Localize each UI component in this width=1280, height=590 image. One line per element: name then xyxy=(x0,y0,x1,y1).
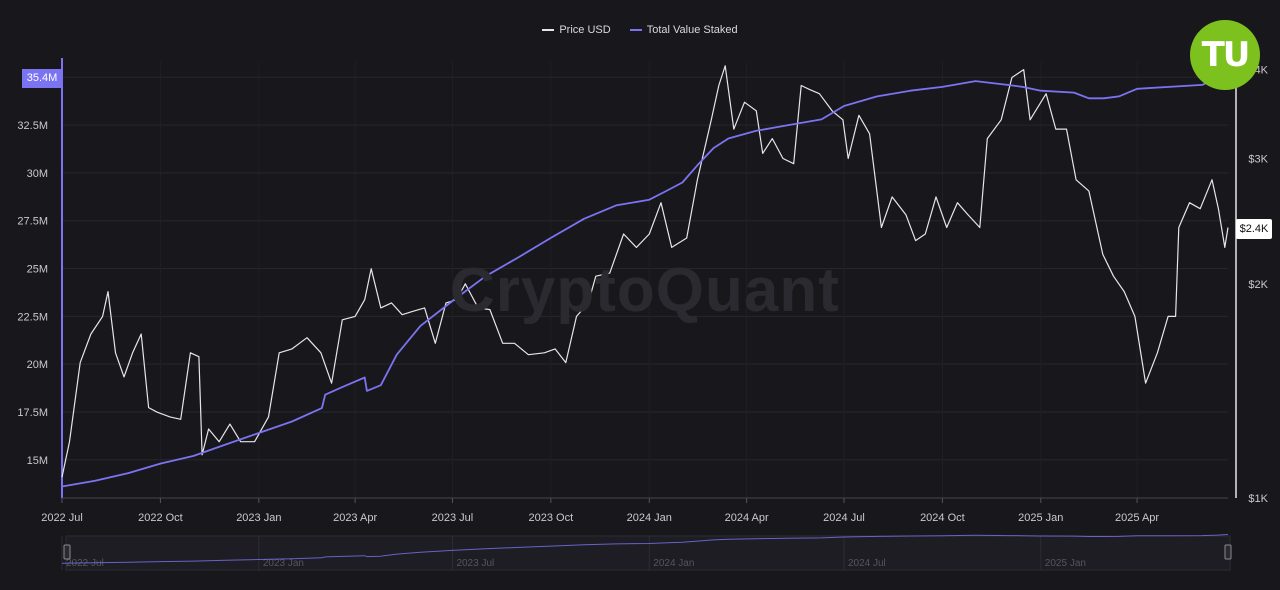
navigator-tick-label: 2024 Jul xyxy=(848,558,886,569)
series-line-staked xyxy=(61,68,1229,488)
navigator-tick-label: 2023 Jan xyxy=(263,558,304,569)
y-left-tick-label: 22.5M xyxy=(17,311,48,323)
legend-item-staked[interactable]: Total Value Staked xyxy=(629,24,738,36)
x-tick-label: 2023 Jul xyxy=(432,512,474,524)
x-tick-label: 2024 Jul xyxy=(823,512,865,524)
y-left-tick-label: 25M xyxy=(27,264,48,276)
y-right-tick-label: $3K xyxy=(1248,154,1268,166)
legend-label-staked: Total Value Staked xyxy=(646,24,738,36)
navigator-tick-label: 2023 Jul xyxy=(456,558,494,569)
legend-swatch-price xyxy=(542,29,555,32)
y-left-tick-label: 15M xyxy=(27,455,48,467)
navigator-series-line xyxy=(61,534,1229,564)
legend-item-price[interactable]: Price USD xyxy=(542,24,611,36)
y-left-tick-label: 32.5M xyxy=(17,120,48,132)
x-tick-label: 2023 Apr xyxy=(333,512,377,524)
y-right-tick-label: $2K xyxy=(1248,279,1268,291)
x-tick-label: 2025 Apr xyxy=(1115,512,1159,524)
x-tick-label: 2024 Oct xyxy=(920,512,965,524)
x-tick-label: 2022 Oct xyxy=(138,512,183,524)
x-tick-label: 2023 Jan xyxy=(236,512,281,524)
y-left-tick-label: 27.5M xyxy=(17,216,48,228)
navigator-tick-label: 2022 Jul xyxy=(66,558,104,569)
x-tick-label: 2023 Oct xyxy=(529,512,574,524)
logo-text: TU xyxy=(1201,35,1251,75)
navigator-tick-label: 2024 Jan xyxy=(653,558,694,569)
legend-swatch-staked xyxy=(629,29,642,32)
staked-value-badge: 35.4M xyxy=(22,69,62,88)
navigator-frame xyxy=(65,535,1231,571)
y-left-tick-label: 17.5M xyxy=(17,407,48,419)
x-tick-label: 2025 Jan xyxy=(1018,512,1063,524)
x-tick-label: 2022 Jul xyxy=(41,512,83,524)
y-right-tick-label: $1K xyxy=(1248,493,1268,505)
x-tick-label: 2024 Jan xyxy=(627,512,672,524)
watermark: CryptoQuant xyxy=(450,256,840,325)
price-value-badge: $2.4K xyxy=(1236,219,1272,239)
y-left-tick-label: 20M xyxy=(27,359,48,371)
series-line-price xyxy=(61,65,1229,478)
chart-legend: Price USD Total Value Staked xyxy=(0,24,1280,36)
navigator-handle-right[interactable] xyxy=(1224,544,1232,560)
x-tick-label: 2024 Apr xyxy=(725,512,769,524)
legend-label-price: Price USD xyxy=(559,24,611,36)
navigator-tick-label: 2025 Jan xyxy=(1045,558,1086,569)
logo-badge: TU xyxy=(1190,20,1260,90)
y-left-tick-label: 30M xyxy=(27,168,48,180)
navigator-handle-left[interactable] xyxy=(63,544,71,560)
